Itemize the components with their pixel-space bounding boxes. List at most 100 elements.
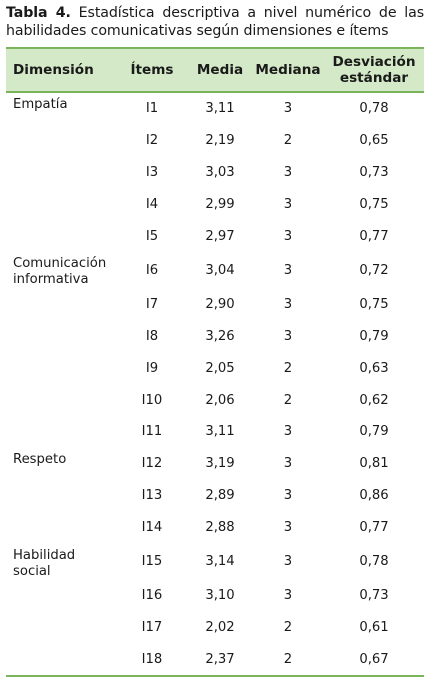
cell-media: 3,19 [205, 456, 235, 472]
cell-mediana: 3 [283, 197, 293, 213]
cell-item: I18 [116, 643, 188, 677]
cell-item: I14 [141, 520, 163, 536]
cell-dimension [6, 384, 116, 416]
table-row: I13 2,89 3 0,86 [6, 480, 424, 512]
cell-desviacion: 0,63 [359, 360, 389, 376]
cell-dimension [6, 288, 116, 320]
cell-mediana: 3 [283, 229, 293, 244]
table-row: I8 3,26 3 0,79 [6, 320, 424, 352]
cell-dimension [6, 189, 116, 221]
cell-dimension: Respeto [6, 448, 116, 480]
table-row: Empatía I1 3,11 3 0,78 [6, 92, 424, 125]
cell-dimension [6, 580, 116, 612]
cell-item: I6 [145, 262, 159, 278]
cell-dimension: Habilidad social [6, 544, 116, 580]
cell-media: 2,06 [205, 392, 235, 408]
cell-media: 3,14 [205, 554, 235, 570]
cell-dimension [6, 416, 116, 448]
cell-desviacion: 0,79 [359, 328, 389, 344]
cell-desviacion: 0,72 [359, 262, 389, 278]
cell-dimension [6, 480, 116, 512]
cell-media: 3,11 [205, 424, 235, 440]
cell-item: I12 [141, 456, 163, 472]
cell-desviacion: 0,81 [359, 456, 389, 472]
cell-desviacion: 0,77 [359, 229, 389, 244]
header-dimension: Dimensión [6, 47, 116, 93]
cell-mediana: 3 [283, 554, 293, 570]
cell-dimension [6, 320, 116, 352]
cell-item: I15 [141, 554, 163, 570]
table-row: I4 2,99 3 0,75 [6, 189, 424, 221]
header-desviacion: Desviación estándar [324, 47, 424, 93]
cell-media: 2,37 [188, 643, 252, 677]
cell-media: 3,04 [205, 262, 235, 278]
cell-media: 3,11 [205, 101, 235, 117]
table-row: I14 2,88 3 0,77 [6, 512, 424, 544]
cell-dimension [6, 125, 116, 157]
table-header-row: Dimensión Ítems Media Mediana Desviación… [6, 47, 424, 93]
table-row: Habilidad social I15 3,14 3 0,78 [6, 544, 424, 580]
cell-desviacion: 0,77 [359, 520, 389, 536]
cell-desviacion: 0,78 [359, 101, 389, 117]
cell-dimension: Comunicación informativa [6, 252, 116, 288]
table-row: I11 3,11 3 0,79 [6, 416, 424, 448]
dimension-line1: Respeto [13, 451, 67, 467]
cell-item: I17 [141, 619, 163, 635]
table-row: I16 3,10 3 0,73 [6, 580, 424, 612]
dimension-line2: informativa [13, 272, 89, 288]
table-row: I10 2,06 2 0,62 [6, 384, 424, 416]
cell-media: 2,05 [205, 360, 235, 376]
statistics-table: Dimensión Ítems Media Mediana Desviación… [6, 47, 424, 677]
dimension-line1: Empatía [13, 97, 68, 112]
table-row: I17 2,02 2 0,61 [6, 611, 424, 643]
cell-media: 3,03 [205, 165, 235, 181]
cell-mediana: 3 [283, 262, 293, 278]
table-row: I7 2,90 3 0,75 [6, 288, 424, 320]
table-row: I2 2,19 2 0,65 [6, 125, 424, 157]
cell-desviacion: 0,73 [359, 165, 389, 181]
cell-mediana: 3 [283, 328, 293, 344]
cell-item: I13 [141, 488, 163, 504]
cell-media: 2,19 [205, 133, 235, 149]
cell-desviacion: 0,73 [359, 588, 389, 604]
dimension-line1: Comunicación [13, 256, 107, 272]
header-desviacion-line2: estándar [339, 70, 409, 86]
cell-mediana: 2 [283, 360, 293, 376]
cell-mediana: 3 [283, 456, 293, 472]
cell-item: I11 [141, 424, 163, 440]
cell-item: I7 [145, 296, 159, 312]
cell-media: 2,99 [205, 197, 235, 213]
cell-mediana: 3 [283, 588, 293, 604]
cell-dimension [6, 611, 116, 643]
cell-item: I5 [145, 229, 159, 244]
cell-dimension [6, 352, 116, 384]
cell-mediana: 3 [283, 296, 293, 312]
cell-media: 2,02 [205, 619, 235, 635]
cell-dimension [6, 643, 116, 677]
cell-desviacion: 0,79 [359, 424, 389, 440]
caption-label: Tabla 4. [6, 5, 71, 21]
cell-mediana: 3 [283, 520, 293, 536]
cell-item: I16 [141, 588, 163, 604]
cell-mediana: 3 [283, 424, 293, 440]
cell-media: 2,90 [205, 296, 235, 312]
cell-dimension [6, 512, 116, 544]
cell-desviacion: 0,78 [359, 554, 389, 570]
cell-dimension [6, 157, 116, 189]
cell-media: 3,26 [205, 328, 235, 344]
table-row: I9 2,05 2 0,63 [6, 352, 424, 384]
cell-item: I10 [141, 392, 163, 408]
cell-desviacion: 0,65 [359, 133, 389, 149]
header-desviacion-line1: Desviación [332, 54, 416, 70]
table-row: I3 3,03 3 0,73 [6, 157, 424, 189]
cell-dimension [6, 221, 116, 253]
table-row: Comunicación informativa I6 3,04 3 0,72 [6, 252, 424, 288]
cell-mediana: 2 [252, 643, 324, 677]
cell-mediana: 2 [283, 133, 293, 149]
cell-desviacion: 0,86 [359, 488, 389, 504]
cell-item: I4 [145, 197, 159, 213]
cell-desviacion: 0,75 [359, 197, 389, 213]
cell-media: 2,89 [205, 488, 235, 504]
caption-text: Estadística descriptiva a nivel numérico… [6, 5, 425, 39]
cell-mediana: 2 [283, 619, 293, 635]
